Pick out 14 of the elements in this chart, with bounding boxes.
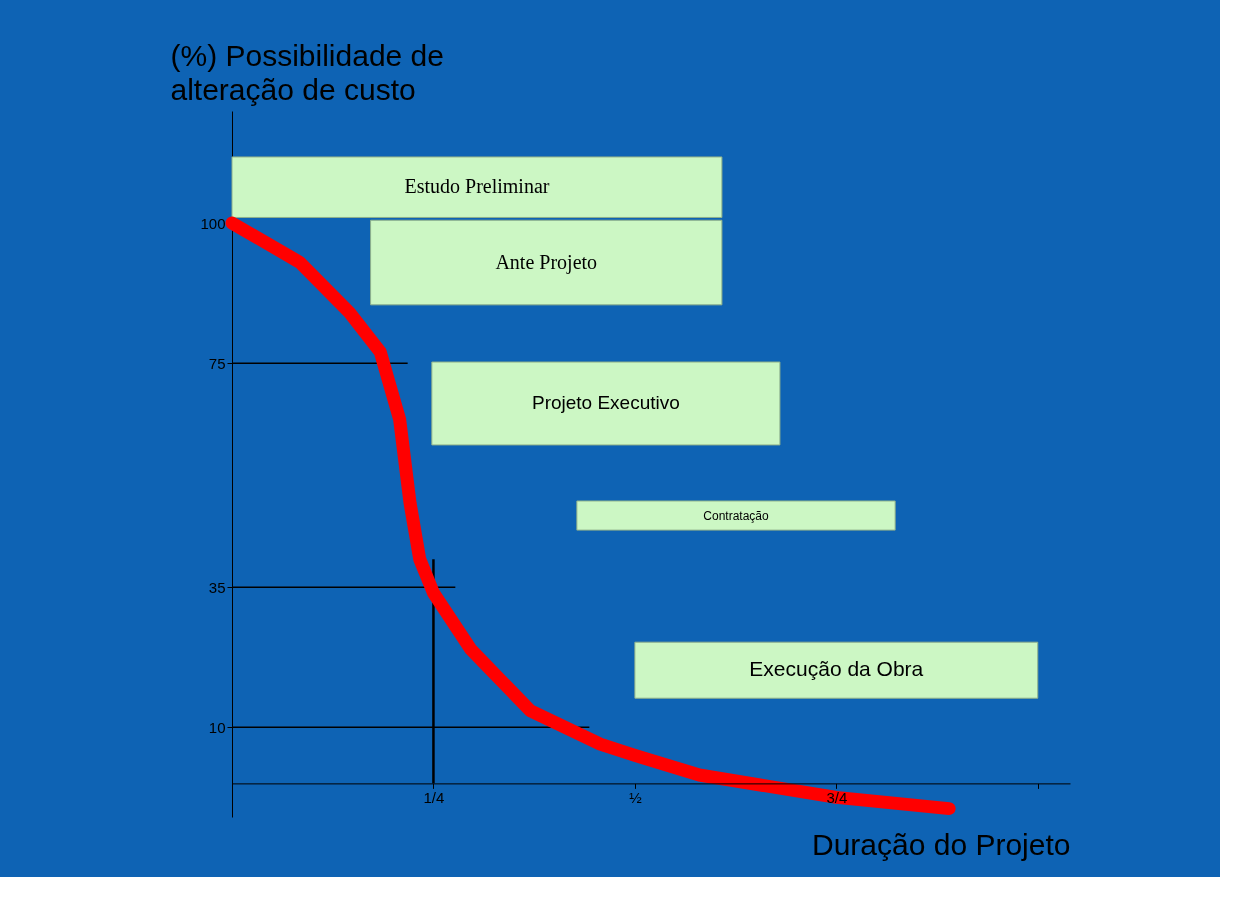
band-label: Projeto Executivo <box>531 392 680 414</box>
x-axis-title: Duração do Projeto <box>812 827 1071 861</box>
x-tick-label: 3/4 <box>826 788 848 806</box>
x-tick-label: 1/4 <box>423 788 445 806</box>
y-tick-label: 100 <box>200 214 226 232</box>
band-label: Estudo Preliminar <box>404 175 550 198</box>
band-label: Contratação <box>703 508 770 523</box>
y-axis-title: (%) Possibilidade de alteração de custo <box>170 38 444 106</box>
y-tick-label: 35 <box>208 578 226 596</box>
y-tick-label: 75 <box>208 354 226 372</box>
x-tick-label: ½ <box>629 788 643 806</box>
y-tick-label: 10 <box>208 718 226 736</box>
band-label: Ante Projeto <box>495 250 598 274</box>
band-label: Execução da Obra <box>749 657 924 681</box>
